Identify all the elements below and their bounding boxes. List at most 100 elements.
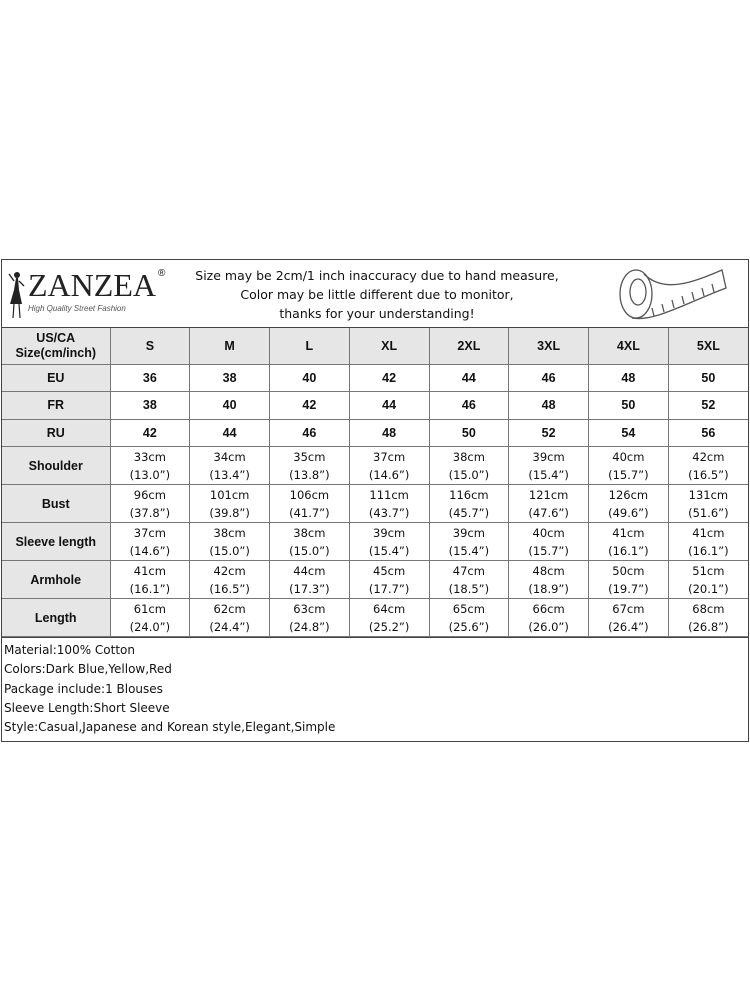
measurement-cell: 66cm (26.0”): [508, 598, 589, 637]
measurement-cell: 63cm (24.8”): [269, 598, 350, 637]
size-value: 46: [508, 363, 589, 392]
measurement-cell: 41cm (16.1”): [588, 522, 669, 561]
inch-value: (24.8”): [289, 619, 330, 634]
measurement-cell: 51cm (20.1”): [667, 560, 748, 599]
inch-value: (47.6”): [528, 505, 569, 520]
cm-value: 50cm: [612, 563, 645, 578]
cm-value: 41cm: [133, 563, 166, 578]
size-column-header: S: [109, 328, 191, 365]
cm-value: 35cm: [293, 449, 326, 464]
size-table: US/CA Size(cm/inch) S M L XL 2XL 3XL 4XL 5XL EU 36 3…: [2, 328, 748, 637]
inch-value: (15.7”): [528, 543, 569, 558]
measurement-cell: 38cm (15.0”): [189, 522, 270, 561]
inch-value: (39.8”): [209, 505, 250, 520]
inch-value: (49.6”): [608, 505, 649, 520]
size-column-header: 2XL: [428, 328, 510, 365]
notice-line: Size may be 2cm/1 inch inaccuracy due to…: [195, 268, 559, 283]
product-notes: Material:100% Cotton Colors:Dark Blue,Yel…: [2, 637, 748, 741]
size-header-row: US/CA Size(cm/inch) S M L XL 2XL 3XL 4XL 5XL: [2, 328, 748, 365]
measurement-cell: 37cm (14.6”): [348, 446, 430, 485]
notice-line: thanks for your understanding!: [279, 306, 475, 321]
size-value: 44: [428, 363, 510, 392]
measurement-cell: 101cm (39.8”): [189, 484, 270, 523]
cm-value: 116cm: [449, 487, 489, 502]
size-value: 54: [588, 418, 669, 447]
cm-value: 61cm: [133, 601, 166, 616]
measurement-cell: 34cm (13.4”): [189, 446, 270, 485]
cm-value: 39cm: [373, 525, 406, 540]
size-value: 40: [189, 391, 270, 420]
cm-value: 34cm: [213, 449, 246, 464]
size-column-header: XL: [348, 328, 430, 365]
notice: Size may be 2cm/1 inch inaccuracy due to…: [167, 266, 587, 323]
cm-value: 41cm: [692, 525, 725, 540]
size-value: 42: [269, 391, 350, 420]
measurement-cell: 62cm (24.4”): [189, 598, 270, 637]
measurement-cell: 64cm (25.2”): [348, 598, 430, 637]
cm-value: 65cm: [452, 601, 485, 616]
region-label: US/CA: [36, 330, 76, 345]
measurement-cell: 38cm (15.0”): [428, 446, 510, 485]
inch-value: (51.6”): [688, 505, 729, 520]
measurement-cell: 39cm (15.4”): [348, 522, 430, 561]
row-label: Armhole: [2, 560, 111, 599]
measurement-cell: 45cm (17.7”): [348, 560, 430, 599]
inch-value: (15.0”): [448, 467, 490, 482]
inch-value: (15.0”): [289, 543, 330, 558]
measurement-row: Shoulder 33cm (13.0”) 34cm (13.4”) 35cm (13.8”…: [2, 446, 748, 485]
size-value: 44: [348, 391, 430, 420]
size-value: 48: [508, 391, 589, 420]
cm-value: 67cm: [612, 601, 645, 616]
cm-value: 101cm: [209, 487, 250, 502]
size-value: 42: [348, 363, 430, 392]
brand-text: ZANZEA ® High Quality Street Fashion: [28, 268, 165, 314]
measurement-cell: 131cm (51.6”): [667, 484, 748, 523]
inch-value: (26.8”): [688, 619, 729, 634]
cm-value: 106cm: [289, 487, 330, 502]
size-value: 48: [588, 363, 669, 392]
inch-value: (16.5”): [688, 467, 729, 482]
size-value: 48: [348, 418, 430, 447]
inch-value: (14.6”): [368, 467, 410, 482]
measurement-cell: 44cm (17.3”): [269, 560, 350, 599]
inch-value: (24.0”): [129, 619, 171, 634]
cm-value: 44cm: [293, 563, 326, 578]
inch-value: (41.7”): [289, 505, 330, 520]
size-value: 42: [109, 418, 191, 447]
size-value: 50: [588, 391, 669, 420]
row-label: RU: [2, 418, 111, 447]
inch-value: (16.1”): [688, 543, 729, 558]
cm-value: 37cm: [373, 449, 406, 464]
inch-value: (26.0”): [528, 619, 569, 634]
tape-measure-icon: [619, 269, 727, 320]
measurement-cell: 106cm (41.7”): [269, 484, 350, 523]
size-value: 52: [667, 391, 748, 420]
inch-value: (45.7”): [448, 505, 490, 520]
cm-value: 45cm: [373, 563, 406, 578]
cm-value: 51cm: [692, 563, 725, 578]
measurement-cell: 40cm (15.7”): [588, 446, 669, 485]
size-column-header: 5XL: [667, 328, 748, 365]
size-column-header: 3XL: [508, 328, 589, 365]
cm-value: 131cm: [688, 487, 729, 502]
size-value: 44: [189, 418, 270, 447]
cm-value: 39cm: [452, 525, 485, 540]
inch-value: (18.5”): [448, 581, 490, 596]
inch-value: (20.1”): [688, 581, 729, 596]
size-column-header: 4XL: [588, 328, 669, 365]
size-chart: ZANZEA ® High Quality Street Fashion Siz…: [1, 259, 749, 743]
cm-value: 121cm: [528, 487, 569, 502]
inch-value: (15.4”): [528, 467, 569, 482]
size-label: US/CA Size(cm/inch): [2, 328, 111, 365]
size-column-header: M: [189, 328, 270, 365]
size-value: 36: [109, 363, 191, 392]
cm-value: 66cm: [532, 601, 565, 616]
brand-logo: ZANZEA ® High Quality Street Fashion: [8, 268, 165, 320]
alt-size-row: FR 38 40 42 44 46 48 50 52: [2, 391, 748, 420]
row-label: Bust: [2, 484, 111, 523]
cm-value: 47cm: [452, 563, 485, 578]
measurement-cell: 61cm (24.0”): [109, 598, 191, 637]
cm-value: 48cm: [532, 563, 565, 578]
brand-name: ZANZEA: [28, 267, 156, 303]
inch-value: (17.3”): [289, 581, 330, 596]
